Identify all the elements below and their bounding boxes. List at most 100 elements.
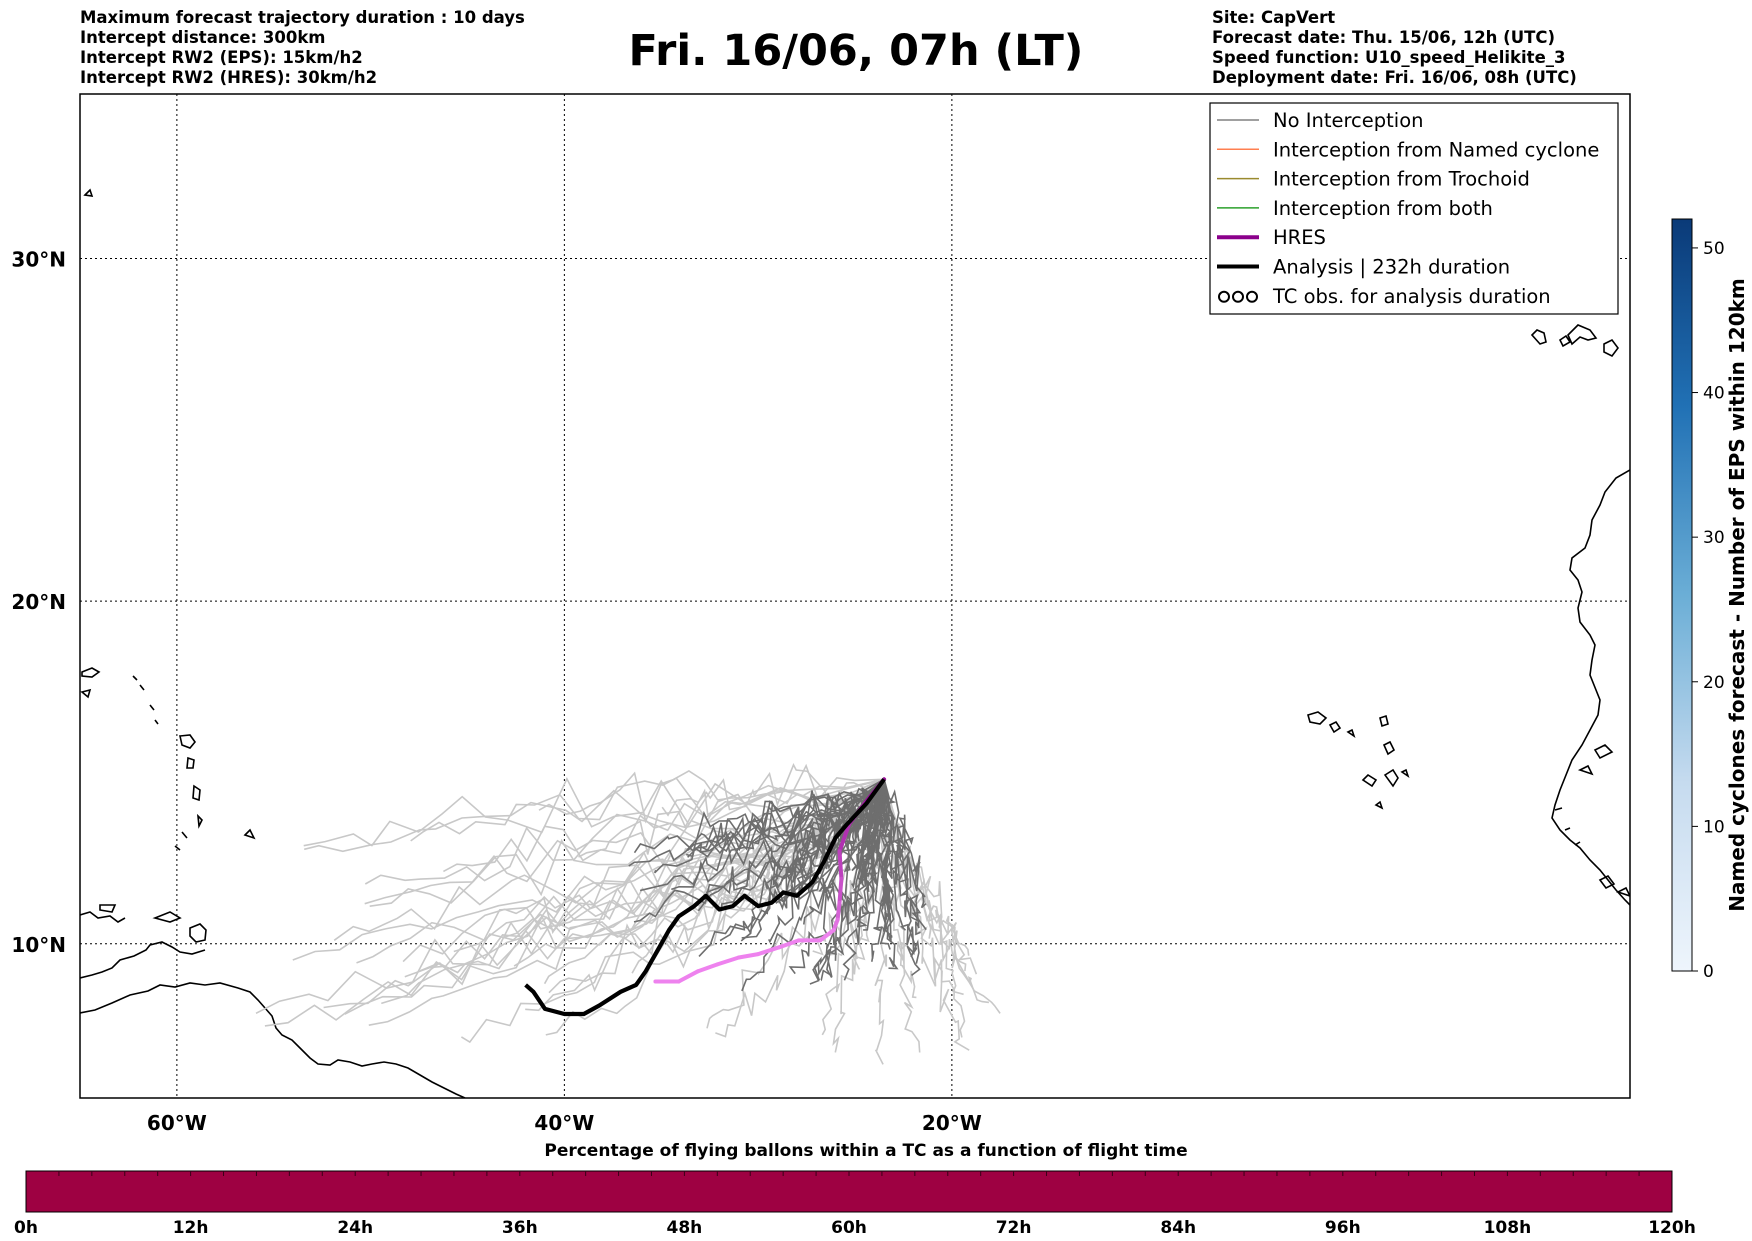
right-colorbar: Named cyclones forecast - Number of EPS …	[1671, 218, 1749, 982]
trajectory-no-interception	[706, 779, 885, 1029]
bottom-colorbar-tick-label: 0h	[14, 1218, 38, 1238]
legend-label: HRES	[1273, 226, 1326, 249]
right-colorbar-tick-label: 10	[1703, 817, 1725, 837]
trajectory-no-interception	[883, 779, 921, 873]
trajectory-no-interception	[513, 778, 885, 967]
header-left: Maximum forecast trajectory duration : 1…	[80, 8, 525, 88]
trajectory-no-interception	[879, 779, 894, 938]
bottom-colorbar-tick-label: 108h	[1484, 1218, 1532, 1238]
hres-segment	[777, 938, 801, 950]
coastline-greater-antilles	[80, 904, 182, 923]
trajectory-no-interception	[255, 778, 885, 1015]
trajectory-no-interception	[720, 778, 885, 911]
hres-segment	[837, 821, 852, 854]
analysis-line	[524, 778, 886, 1017]
hres-segment	[756, 945, 782, 957]
bottom-colorbar-tick-label: 36h	[502, 1218, 538, 1238]
y-tick-label: 30°N	[11, 247, 66, 271]
bottom-colorbar-tick-label: 48h	[667, 1218, 703, 1238]
header-right: Site: CapVert Forecast date: Thu. 15/06,…	[1212, 8, 1577, 88]
trajectory-no-interception	[754, 778, 885, 846]
trajectory-no-interception	[369, 778, 885, 907]
coastline-madeira	[1530, 324, 1619, 358]
header-right-line: Forecast date: Thu. 15/06, 12h (UTC)	[1212, 28, 1556, 47]
main-title: Fri. 16/06, 07h (LT)	[628, 26, 1084, 76]
trajectory-no-interception	[788, 779, 885, 975]
x-tick-label: 40°W	[534, 1111, 594, 1135]
trajectory-no-interception	[264, 778, 885, 1027]
trajectory-no-interception	[862, 779, 887, 867]
right-colorbar-bar	[1671, 218, 1693, 972]
hres-segment	[835, 900, 842, 922]
legend-cyclone-icon	[1232, 290, 1244, 303]
bottom-colorbar-tick-label: 72h	[996, 1218, 1032, 1238]
hres-segment	[818, 928, 836, 943]
header-left-line: Maximum forecast trajectory duration : 1…	[80, 8, 525, 27]
y-tick-label: 10°N	[11, 933, 66, 957]
header-right-line: Site: CapVert	[1212, 8, 1336, 27]
trajectory-no-interception	[548, 778, 885, 994]
legend-cyclone-icon	[1246, 290, 1258, 303]
trajectory-no-interception	[874, 779, 889, 1065]
bottom-colorbar-tick-label: 84h	[1160, 1218, 1196, 1238]
trajectory-no-interception	[410, 777, 885, 842]
y-tick-label: 20°N	[11, 590, 66, 614]
bottom-colorbar-tick-label: 60h	[831, 1218, 867, 1238]
right-colorbar-tick-label: 50	[1703, 239, 1725, 259]
coastline-cape-verde	[1307, 711, 1410, 810]
trajectory-no-interception	[364, 778, 885, 905]
coastline-africa	[1551, 469, 1630, 906]
trajectory-no-interception	[419, 778, 885, 974]
trajectory-no-interception	[633, 778, 885, 854]
trajectory-no-interception	[881, 779, 921, 977]
trajectory-no-interception	[878, 779, 892, 950]
trajectory-no-interception	[809, 779, 885, 985]
trajectory-no-interception	[842, 779, 886, 981]
trajectories-dark	[628, 778, 927, 992]
coastline-antilles	[80, 667, 256, 851]
hres-segment	[736, 952, 761, 960]
right-colorbar-tick-label: 40	[1703, 384, 1725, 404]
legend-label: Interception from Named cyclone	[1273, 138, 1599, 161]
trajectory-no-interception	[687, 778, 885, 858]
trajectory-no-interception	[633, 778, 885, 923]
hres-segment	[696, 962, 720, 974]
trajectory-no-interception	[883, 779, 920, 964]
header-right-line: Deployment date: Fri. 16/06, 08h (UTC)	[1212, 68, 1577, 87]
coastline-trinidad	[189, 923, 207, 943]
hres-segment	[715, 955, 741, 967]
right-colorbar-tick-label: 20	[1703, 673, 1725, 693]
y-tick-labels: 10°N 20°N 30°N	[11, 247, 66, 956]
trajectory-no-interception	[861, 779, 886, 931]
right-colorbar-tick-label: 30	[1703, 528, 1725, 548]
x-tick-label: 60°W	[147, 1111, 207, 1135]
header-left-line: Intercept RW2 (EPS): 15km/h2	[80, 48, 363, 67]
hres-segment	[837, 849, 844, 881]
map-frame	[79, 93, 1631, 1099]
legend-label: TC obs. for analysis duration	[1272, 285, 1551, 308]
right-colorbar-label: Named cyclones forecast - Number of EPS …	[1725, 278, 1749, 912]
coastlines	[80, 188, 1630, 1098]
trajectory-no-interception	[443, 778, 885, 873]
bottom-colorbar-bar	[25, 1170, 1673, 1213]
trajectory-no-interception	[303, 776, 885, 847]
legend-label: Analysis | 232h duration	[1273, 256, 1510, 279]
legend-cyclone-icon	[1218, 290, 1230, 303]
analysis-track	[524, 778, 886, 1017]
header-right-line: Speed function: U10_speed_Helikite_3	[1212, 48, 1566, 67]
legend-label: No Interception	[1273, 109, 1424, 132]
bottom-colorbar-tick-label: 120h	[1648, 1218, 1696, 1238]
header-left-line: Intercept distance: 300km	[80, 28, 326, 47]
trajectory-no-interception	[767, 779, 885, 944]
coastline-canary	[83, 188, 94, 197]
trajectory-no-interception	[538, 763, 885, 824]
hres-segment	[837, 876, 844, 905]
x-tick-label: 20°W	[922, 1111, 982, 1135]
right-colorbar-tick-label: 0	[1703, 962, 1714, 982]
legend-label: Interception from both	[1273, 197, 1493, 220]
trajectory-no-interception	[778, 779, 885, 904]
coastline-africa-bays	[1554, 744, 1630, 897]
legend-box	[1209, 102, 1619, 315]
legend: No Interception Interception from Named c…	[1209, 102, 1619, 315]
